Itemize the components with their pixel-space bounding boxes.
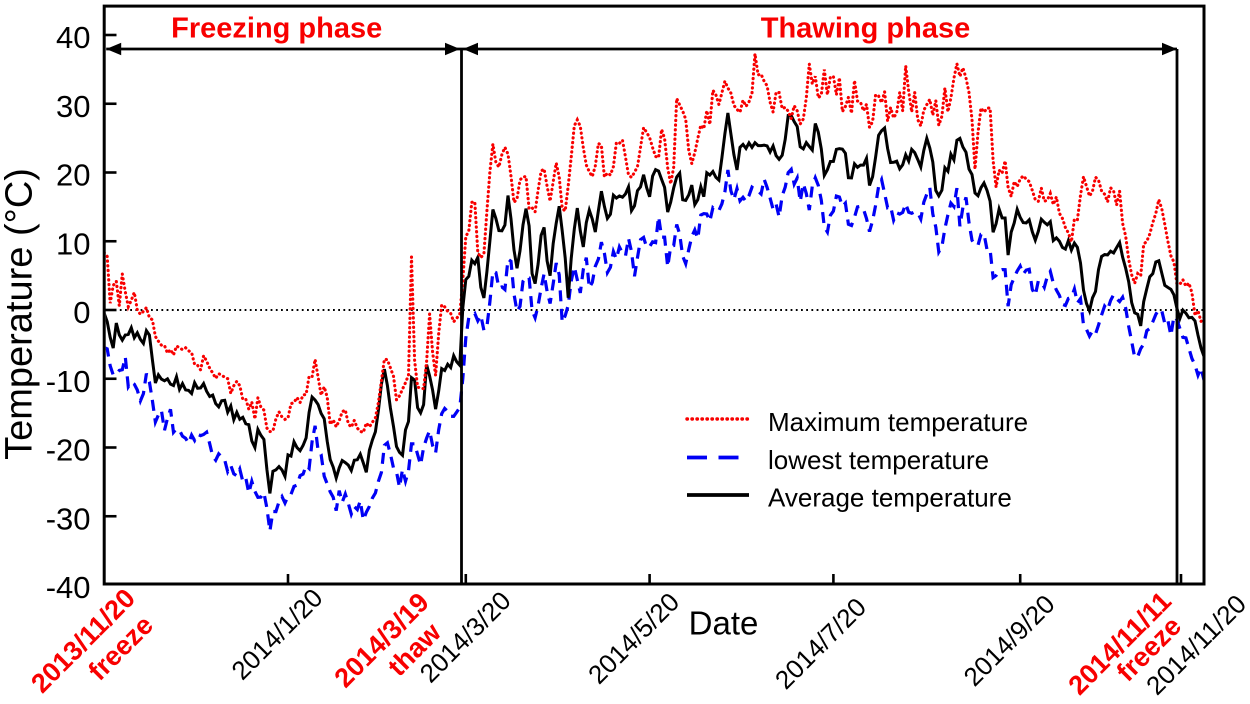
svg-text:-10: -10 [46, 364, 91, 399]
svg-text:-30: -30 [46, 501, 91, 536]
svg-text:0: 0 [73, 295, 90, 330]
svg-text:lowest temperature: lowest temperature [768, 445, 989, 475]
svg-text:Freezing phase: Freezing phase [171, 13, 382, 45]
svg-text:Date: Date [689, 605, 759, 642]
svg-text:-40: -40 [46, 570, 91, 605]
svg-text:10: 10 [56, 226, 90, 261]
svg-text:40: 40 [56, 20, 90, 55]
svg-text:-20: -20 [46, 433, 91, 468]
svg-text:Average temperature: Average temperature [768, 483, 1012, 513]
svg-text:30: 30 [56, 89, 90, 124]
svg-text:Thawing phase: Thawing phase [761, 13, 970, 45]
svg-text:Temperature (°C): Temperature (°C) [0, 168, 41, 460]
svg-text:Maximum temperature: Maximum temperature [768, 407, 1028, 437]
svg-text:20: 20 [56, 158, 90, 193]
